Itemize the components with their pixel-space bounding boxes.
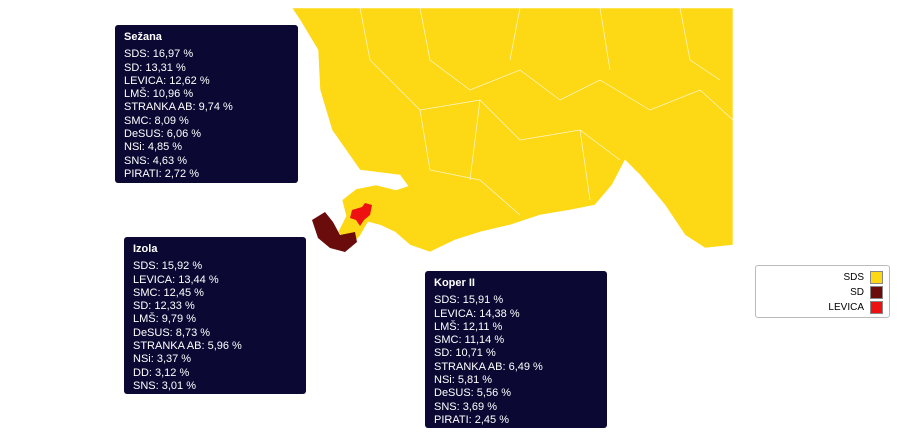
tooltip-row: LEVICA: 14,38 % bbox=[434, 307, 520, 320]
legend-label: LEVICA bbox=[828, 302, 864, 313]
legend: SDS SD LEVICA bbox=[755, 265, 890, 318]
municipal-borders bbox=[359, 7, 734, 216]
tooltip: Koper II SDS: 15,91 % LEVICA: 14,38 % LMŠ:… bbox=[425, 271, 607, 428]
tooltip: Sežana SDS: 16,97 % SD: 13,31 % LEVICA: 12… bbox=[115, 25, 298, 183]
tooltip-row: PIRATI: 2,45 % bbox=[434, 413, 509, 426]
tooltip-row: DD: 3,12 % bbox=[133, 366, 190, 379]
tooltip-row: NSi: 3,37 % bbox=[133, 353, 192, 366]
tooltip-row: NSi: 5,81 % bbox=[434, 374, 493, 387]
region-sd bbox=[312, 212, 357, 252]
tooltip-title: Sežana bbox=[124, 31, 162, 43]
tooltip-row: SDS: 15,91 % bbox=[434, 294, 504, 307]
tooltip-row: SMC: 12,45 % bbox=[133, 286, 204, 299]
tooltip-row: PIRATI: 2,72 % bbox=[124, 167, 199, 180]
region-sds bbox=[291, 7, 734, 253]
tooltip-title: Koper II bbox=[434, 277, 475, 289]
tooltip-row: SNS: 3,01 % bbox=[133, 379, 196, 392]
tooltip-row: STRANKA AB: 9,74 % bbox=[124, 101, 233, 114]
tooltip-row: SDS: 16,97 % bbox=[124, 48, 194, 61]
tooltip-row: LMŠ: 12,11 % bbox=[434, 320, 503, 333]
tooltip-row: DeSUS: 5,56 % bbox=[434, 387, 512, 400]
tooltip-row: SDS: 15,92 % bbox=[133, 260, 203, 273]
legend-swatch bbox=[870, 286, 883, 299]
tooltip-row: DeSUS: 6,06 % bbox=[124, 128, 202, 141]
tooltip-row: STRANKA AB: 6,49 % bbox=[434, 360, 543, 373]
region-levica bbox=[350, 203, 372, 226]
tooltip-row: SD: 12,33 % bbox=[133, 300, 195, 313]
legend-swatch bbox=[870, 301, 883, 314]
tooltip-row: NSi: 4,85 % bbox=[124, 141, 183, 154]
tooltip-row: SD: 10,71 % bbox=[434, 347, 496, 360]
tooltip-row: SMC: 11,14 % bbox=[434, 334, 505, 347]
tooltip-row: SNS: 4,63 % bbox=[124, 154, 187, 167]
tooltip-row: LEVICA: 12,62 % bbox=[124, 74, 210, 87]
legend-label: SDS bbox=[843, 272, 864, 283]
legend-entry: LEVICA bbox=[762, 300, 883, 315]
tooltip-row: LEVICA: 13,44 % bbox=[133, 273, 219, 286]
legend-label: SD bbox=[850, 287, 864, 298]
legend-entry: SD bbox=[762, 285, 883, 300]
tooltip-row: SMC: 8,09 % bbox=[124, 114, 189, 127]
tooltip-row: LMŠ: 10,96 % bbox=[124, 88, 194, 101]
tooltip-row: STRANKA AB: 5,96 % bbox=[133, 340, 242, 353]
tooltip-title: Izola bbox=[133, 243, 158, 255]
legend-entry: SDS bbox=[762, 270, 883, 285]
tooltip-row: LMŠ: 9,79 % bbox=[133, 313, 196, 326]
tooltip-row: DeSUS: 8,73 % bbox=[133, 326, 211, 339]
tooltip: Izola SDS: 15,92 % LEVICA: 13,44 % SMC: 12… bbox=[124, 237, 306, 394]
tooltip-row: SNS: 3,69 % bbox=[434, 400, 497, 413]
tooltip-row: SD: 13,31 % bbox=[124, 61, 186, 74]
legend-swatch bbox=[870, 271, 883, 284]
